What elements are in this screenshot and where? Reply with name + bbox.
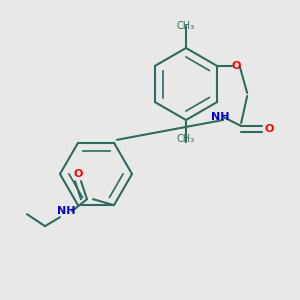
Text: CH₃: CH₃: [177, 134, 195, 144]
Text: NH: NH: [57, 206, 75, 216]
Text: O: O: [232, 61, 242, 71]
Text: O: O: [265, 124, 274, 134]
Text: O: O: [73, 169, 83, 179]
Text: CH₃: CH₃: [177, 21, 195, 32]
Text: NH: NH: [211, 112, 230, 122]
